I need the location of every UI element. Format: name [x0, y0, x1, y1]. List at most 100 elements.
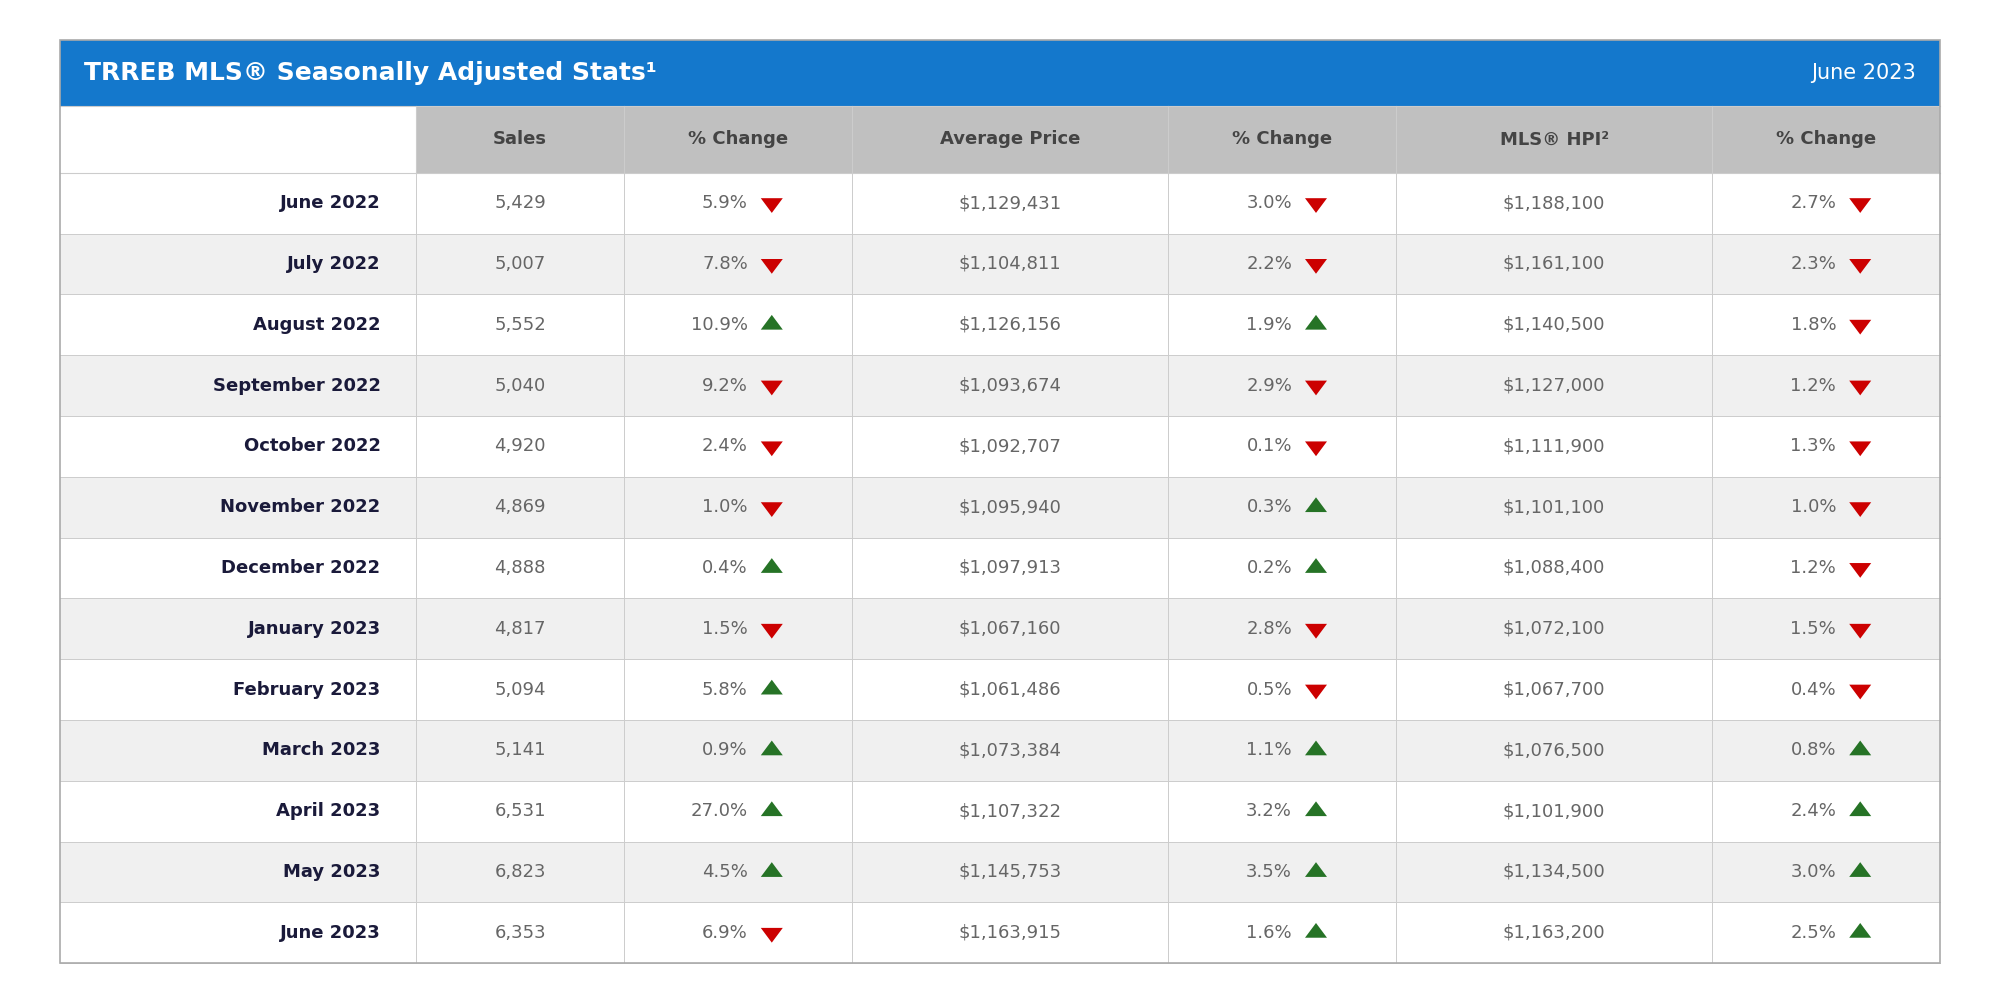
- Text: $1,129,431: $1,129,431: [958, 194, 1062, 213]
- Polygon shape: [1306, 624, 1328, 638]
- Bar: [60, 780, 1940, 842]
- Text: 1.5%: 1.5%: [1790, 620, 1836, 638]
- Polygon shape: [1850, 442, 1872, 456]
- Text: June 2022: June 2022: [280, 194, 380, 213]
- Bar: [60, 720, 1940, 780]
- Text: 4,888: 4,888: [494, 559, 546, 577]
- Text: 0.8%: 0.8%: [1790, 742, 1836, 760]
- Text: July 2022: July 2022: [286, 255, 380, 273]
- Polygon shape: [760, 199, 782, 213]
- Text: $1,111,900: $1,111,900: [1502, 437, 1606, 456]
- Text: $1,067,700: $1,067,700: [1502, 680, 1606, 698]
- Text: May 2023: May 2023: [284, 863, 380, 881]
- Text: 0.1%: 0.1%: [1246, 437, 1292, 456]
- Text: September 2022: September 2022: [212, 376, 380, 394]
- Text: 3.2%: 3.2%: [1246, 802, 1292, 820]
- Polygon shape: [1850, 380, 1872, 395]
- Text: 1.6%: 1.6%: [1246, 923, 1292, 941]
- Bar: [60, 537, 1940, 599]
- Polygon shape: [1850, 259, 1872, 274]
- Bar: [60, 903, 1940, 963]
- Text: $1,145,753: $1,145,753: [958, 863, 1062, 881]
- Text: $1,127,000: $1,127,000: [1502, 376, 1606, 394]
- Text: $1,104,811: $1,104,811: [958, 255, 1062, 273]
- Text: 5,552: 5,552: [494, 316, 546, 334]
- Text: 4,869: 4,869: [494, 498, 546, 516]
- Text: 6,823: 6,823: [494, 863, 546, 881]
- Text: $1,101,900: $1,101,900: [1502, 802, 1606, 820]
- Bar: [60, 416, 1940, 477]
- Polygon shape: [1306, 497, 1328, 512]
- Text: 2.3%: 2.3%: [1790, 255, 1836, 273]
- Text: $1,076,500: $1,076,500: [1502, 742, 1606, 760]
- Polygon shape: [1306, 199, 1328, 213]
- Text: 0.4%: 0.4%: [702, 559, 748, 577]
- Text: $1,188,100: $1,188,100: [1502, 194, 1606, 213]
- Text: 1.0%: 1.0%: [702, 498, 748, 516]
- Text: August 2022: August 2022: [252, 316, 380, 334]
- Text: $1,163,200: $1,163,200: [1502, 923, 1606, 941]
- Text: $1,097,913: $1,097,913: [958, 559, 1062, 577]
- Polygon shape: [1306, 741, 1328, 756]
- Polygon shape: [760, 862, 782, 877]
- Text: 6.9%: 6.9%: [702, 923, 748, 941]
- Polygon shape: [760, 801, 782, 816]
- Text: 2.4%: 2.4%: [702, 437, 748, 456]
- Bar: [60, 40, 1940, 106]
- Text: January 2023: January 2023: [248, 620, 380, 638]
- Text: 1.5%: 1.5%: [702, 620, 748, 638]
- Polygon shape: [1306, 380, 1328, 395]
- Text: % Change: % Change: [688, 130, 788, 149]
- Text: 1.1%: 1.1%: [1246, 742, 1292, 760]
- Text: $1,101,100: $1,101,100: [1502, 498, 1606, 516]
- Text: 4.5%: 4.5%: [702, 863, 748, 881]
- Text: $1,161,100: $1,161,100: [1502, 255, 1606, 273]
- Polygon shape: [1306, 442, 1328, 456]
- Polygon shape: [1306, 684, 1328, 699]
- Text: 5,040: 5,040: [494, 376, 546, 394]
- Polygon shape: [1850, 862, 1872, 877]
- Text: March 2023: March 2023: [262, 742, 380, 760]
- Text: June 2023: June 2023: [1812, 63, 1916, 83]
- Text: $1,092,707: $1,092,707: [958, 437, 1062, 456]
- Polygon shape: [1306, 259, 1328, 274]
- Polygon shape: [760, 315, 782, 330]
- Polygon shape: [760, 502, 782, 517]
- Text: 5,429: 5,429: [494, 194, 546, 213]
- Text: MLS® HPI²: MLS® HPI²: [1500, 130, 1608, 149]
- Text: April 2023: April 2023: [276, 802, 380, 820]
- Text: 1.3%: 1.3%: [1790, 437, 1836, 456]
- Bar: [60, 842, 1940, 903]
- Text: 4,920: 4,920: [494, 437, 546, 456]
- Text: November 2022: November 2022: [220, 498, 380, 516]
- Text: December 2022: December 2022: [222, 559, 380, 577]
- Text: 0.3%: 0.3%: [1246, 498, 1292, 516]
- Text: 5.8%: 5.8%: [702, 680, 748, 698]
- Text: 2.4%: 2.4%: [1790, 802, 1836, 820]
- Text: $1,107,322: $1,107,322: [958, 802, 1062, 820]
- Polygon shape: [1850, 320, 1872, 335]
- Bar: [60, 599, 1940, 659]
- Polygon shape: [760, 558, 782, 573]
- Polygon shape: [1850, 922, 1872, 937]
- Text: $1,126,156: $1,126,156: [958, 316, 1062, 334]
- Text: 5,141: 5,141: [494, 742, 546, 760]
- Text: 2.5%: 2.5%: [1790, 923, 1836, 941]
- Text: 6,353: 6,353: [494, 923, 546, 941]
- Bar: [60, 173, 1940, 233]
- Text: 2.8%: 2.8%: [1246, 620, 1292, 638]
- Text: % Change: % Change: [1232, 130, 1332, 149]
- Text: 2.9%: 2.9%: [1246, 376, 1292, 394]
- Polygon shape: [1306, 315, 1328, 330]
- Text: $1,073,384: $1,073,384: [958, 742, 1062, 760]
- Text: $1,067,160: $1,067,160: [958, 620, 1062, 638]
- Text: 3.0%: 3.0%: [1246, 194, 1292, 213]
- Text: 0.2%: 0.2%: [1246, 559, 1292, 577]
- Text: Average Price: Average Price: [940, 130, 1080, 149]
- Text: $1,134,500: $1,134,500: [1502, 863, 1606, 881]
- Text: 5,094: 5,094: [494, 680, 546, 698]
- Polygon shape: [760, 380, 782, 395]
- Bar: [60, 106, 416, 173]
- Text: 2.7%: 2.7%: [1790, 194, 1836, 213]
- Text: Sales: Sales: [494, 130, 548, 149]
